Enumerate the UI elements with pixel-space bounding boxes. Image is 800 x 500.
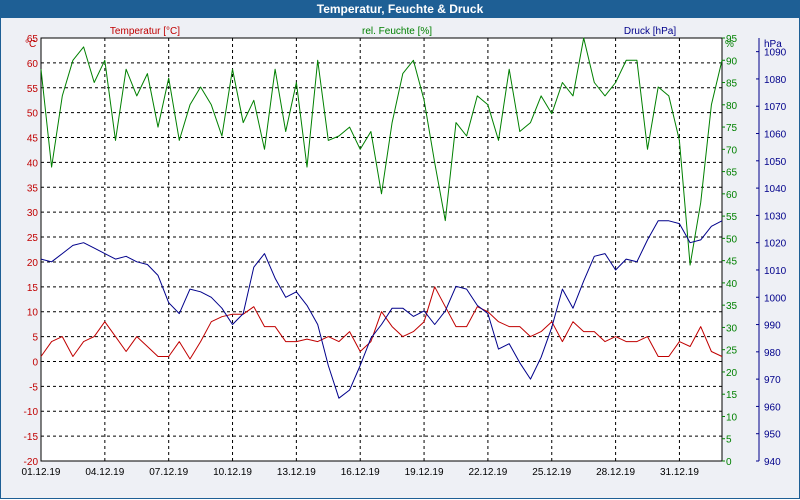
x-tick-label: 01.12.19 [22, 467, 61, 478]
pressure-tick-label: 1050 [764, 157, 787, 168]
pressure-tick-label: 1070 [764, 102, 787, 113]
x-tick-label: 04.12.19 [85, 467, 124, 478]
humidity-tick-label: 65 [726, 168, 738, 179]
temperature-tick-label: -15 [24, 432, 39, 443]
x-tick-label: 22.12.19 [468, 467, 507, 478]
pressure-tick-label: 960 [764, 402, 781, 413]
temperature-tick-label: -5 [29, 382, 38, 393]
temperature-tick-label: 45 [27, 134, 39, 145]
temperature-tick-label: 35 [27, 183, 39, 194]
humidity-tick-label: 40 [726, 279, 738, 290]
humidity-tick-label: 35 [726, 301, 738, 312]
x-tick-label: 16.12.19 [341, 467, 380, 478]
temperature-tick-label: -20 [24, 457, 39, 468]
humidity-tick-label: 5 [726, 435, 732, 446]
x-tick-label: 25.12.19 [532, 467, 571, 478]
temperature-unit: °C [25, 39, 36, 50]
x-tick-label: 31.12.19 [660, 467, 699, 478]
temperature-tick-label: 60 [27, 59, 39, 70]
humidity-tick-label: 80 [726, 101, 738, 112]
temperature-tick-label: 65 [27, 34, 39, 45]
x-tick-label: 28.12.19 [596, 467, 635, 478]
series-humidity-line [40, 37, 723, 266]
temperature-axis-label: Temperatur [°C] [110, 26, 180, 37]
humidity-tick-label: 90 [726, 56, 738, 67]
pressure-tick-label: 990 [764, 321, 781, 332]
temperature-tick-label: 0 [32, 357, 38, 368]
humidity-tick-label: 85 [726, 79, 738, 90]
x-tick-label: 07.12.19 [149, 467, 188, 478]
pressure-tick-label: 980 [764, 348, 781, 359]
plot-area [40, 37, 723, 462]
humidity-tick-label: 25 [726, 346, 738, 357]
humidity-tick-label: 60 [726, 190, 738, 201]
humidity-tick-label: 45 [726, 257, 738, 268]
temperature-tick-label: 40 [27, 158, 39, 169]
pressure-tick-label: 950 [764, 430, 781, 441]
temperature-tick-label: 10 [27, 308, 39, 319]
humidity-tick-label: 50 [726, 234, 738, 245]
pressure-unit: hPa [764, 39, 782, 50]
temperature-tick-label: 55 [27, 84, 39, 95]
series-temperature-line [40, 286, 723, 360]
pressure-tick-label: 1030 [764, 211, 787, 222]
pressure-tick-label: 1010 [764, 266, 787, 277]
pressure-tick-label: 1060 [764, 130, 787, 141]
pressure-tick-label: 1020 [764, 239, 787, 250]
pressure-tick-label: 940 [764, 457, 781, 468]
humidity-tick-label: 0 [726, 457, 732, 468]
humidity-tick-label: 70 [726, 145, 738, 156]
axis-ticks: 01.12.19 04.12.19 07.12.19 10.12.19 13.12.19… [22, 34, 787, 478]
temperature-tick-label: 50 [27, 109, 39, 120]
x-tick-label: 13.12.19 [277, 467, 316, 478]
series-lines [40, 37, 723, 399]
humidity-axis-label: rel. Feuchte [%] [362, 26, 432, 37]
window-title: Temperatur, Feuchte & Druck [0, 0, 800, 18]
temperature-tick-label: 20 [27, 258, 39, 269]
humidity-tick-label: 95 [726, 34, 738, 45]
humidity-tick-label: 15 [726, 390, 738, 401]
temperature-tick-label: 5 [32, 333, 38, 344]
pressure-tick-label: 970 [764, 375, 781, 386]
humidity-tick-label: 55 [726, 212, 738, 223]
grid-lines [41, 38, 722, 461]
humidity-tick-label: 75 [726, 123, 738, 134]
temperature-tick-label: 30 [27, 208, 39, 219]
x-tick-label: 19.12.19 [405, 467, 444, 478]
pressure-tick-label: 1090 [764, 48, 787, 59]
humidity-tick-label: 30 [726, 323, 738, 334]
pressure-tick-label: 1000 [764, 293, 787, 304]
humidity-unit: % [725, 39, 734, 50]
x-tick-label: 10.12.19 [213, 467, 252, 478]
humidity-tick-label: 10 [726, 412, 738, 423]
humidity-tick-label: 20 [726, 368, 738, 379]
pressure-tick-label: 1080 [764, 75, 787, 86]
series-pressure-line [40, 220, 723, 399]
temperature-tick-label: 25 [27, 233, 39, 244]
pressure-axis-label: Druck [hPa] [624, 26, 676, 37]
temperature-tick-label: 15 [27, 283, 39, 294]
pressure-tick-label: 1040 [764, 184, 787, 195]
temperature-tick-label: -10 [24, 407, 39, 418]
